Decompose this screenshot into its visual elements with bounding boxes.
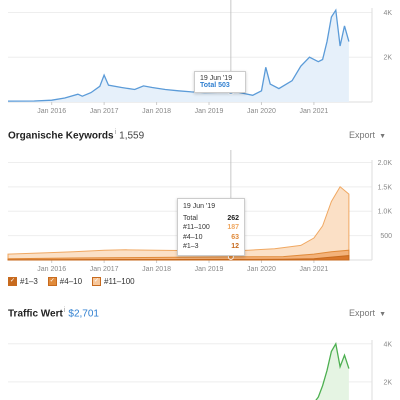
legend-label: #1–3	[20, 277, 38, 286]
series-area	[8, 10, 349, 103]
keywords-header: Organische Keywordsi 1,559	[8, 129, 144, 141]
x-tick-label: Jan 2017	[90, 108, 119, 115]
x-tick-label: Jan 2018	[142, 266, 171, 273]
tooltip-row-4-10: #4–10 63	[183, 233, 239, 241]
x-tick-label: Jan 2016	[37, 108, 66, 115]
x-tick-label: Jan 2019	[195, 108, 224, 115]
x-tick-label: Jan 2018	[142, 108, 171, 115]
series-line	[315, 341, 350, 400]
keywords-tooltip: 19 Jun '19 Total 262 #11–100 187 #4–10 63 #…	[177, 198, 245, 256]
y-tick-label: 2K	[383, 379, 392, 386]
legend-label: #11–100	[104, 277, 135, 286]
tooltip-total: Total 503	[200, 82, 230, 89]
chevron-down-icon: ▼	[379, 311, 386, 318]
legend-item-1-3[interactable]: ✓ #1–3	[8, 277, 38, 286]
y-tick-label: 2K	[383, 55, 392, 62]
y-tick-label: 500	[380, 233, 392, 240]
y-tick-label: 2.0K	[378, 160, 393, 167]
keywords-export-button[interactable]: Export ▼	[349, 130, 386, 140]
legend-label: #4–10	[59, 277, 83, 286]
traffic-value-amount: $2,701	[68, 308, 99, 320]
traffic-chart: 4K 2K Jan 2016 Jan 2017 Jan 2018 Jan 2019 Jan …	[7, 0, 392, 115]
keywords-value: 1,559	[119, 130, 145, 142]
y-tick-label: 1.5K	[378, 184, 393, 191]
checkbox-icon[interactable]: ✓	[8, 277, 17, 286]
tooltip-date: 19 Jun '19	[200, 75, 233, 82]
x-tick-label: Jan 2021	[299, 108, 328, 115]
legend-item-11-100[interactable]: ✓ #11–100	[92, 277, 135, 286]
keywords-legend: ✓ #1–3 ✓ #4–10 ✓ #11–100	[8, 277, 135, 286]
x-tick-label: Jan 2016	[37, 266, 66, 273]
y-tick-label: 4K	[383, 341, 392, 348]
x-tick-label: Jan 2019	[195, 266, 224, 273]
tooltip-row-11-100: #11–100 187	[183, 224, 239, 231]
x-tick-label: Jan 2020	[247, 108, 276, 115]
legend-item-4-10[interactable]: ✓ #4–10	[47, 277, 83, 286]
traffic-value-title: Traffic Wert	[8, 308, 63, 320]
info-icon[interactable]: i	[114, 129, 117, 136]
series-area	[316, 343, 349, 400]
tooltip-row-1-3: #1–3 12	[183, 243, 239, 250]
checkbox-icon[interactable]: ✓	[92, 277, 102, 286]
tooltip-date: 19 Jun '19	[183, 203, 216, 210]
traffic-value-export-button[interactable]: Export ▼	[349, 308, 386, 318]
x-tick-label: Jan 2017	[90, 266, 119, 273]
chevron-down-icon: ▼	[379, 133, 386, 140]
traffic-tooltip: 19 Jun '19 Total 503	[194, 71, 246, 93]
info-icon[interactable]: i	[63, 307, 66, 314]
keywords-title: Organische Keywords	[8, 130, 114, 142]
x-tick-label: Jan 2020	[247, 266, 276, 273]
series-11-100	[7, 186, 350, 261]
series-1-3	[7, 255, 350, 261]
y-tick-label: 4K	[383, 10, 392, 17]
export-label: Export	[349, 308, 376, 318]
traffic-value-chart: 4K 2K	[8, 340, 392, 400]
checkbox-icon[interactable]: ✓	[47, 277, 57, 286]
tooltip-row-total: Total 262	[183, 214, 239, 222]
traffic-value-header: Traffic Werti $2,701	[8, 307, 99, 319]
y-tick-label: 1.0K	[378, 209, 393, 216]
export-label: Export	[349, 130, 376, 140]
x-tick-label: Jan 2021	[299, 266, 328, 273]
